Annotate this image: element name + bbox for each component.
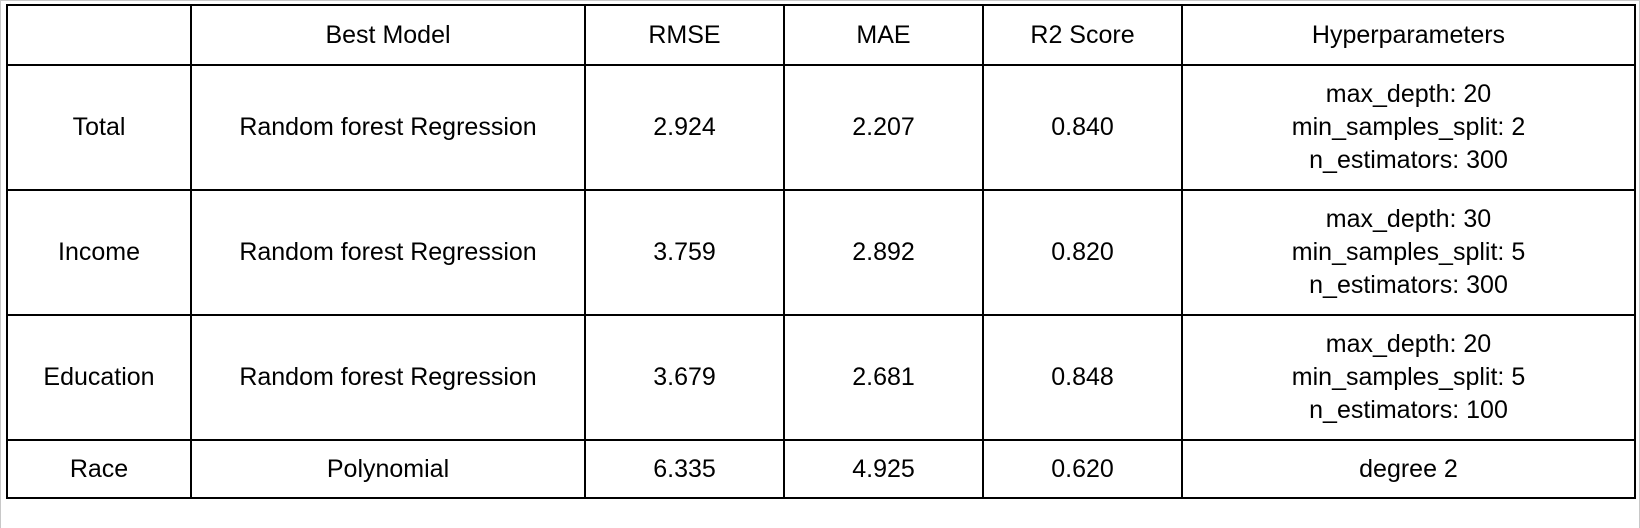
hyperparameter-line: min_samples_split: 5: [1291, 238, 1526, 266]
row-label: Income: [6, 189, 192, 316]
hyperparameters-cell: max_depth: 30 min_samples_split: 5 n_est…: [1181, 189, 1636, 316]
hyperparameter-line: n_estimators: 300: [1309, 146, 1508, 174]
mae-cell: 2.892: [783, 189, 984, 316]
hyperparameters-cell: max_depth: 20 min_samples_split: 5 n_est…: [1181, 314, 1636, 441]
table-row-income: Income Random forest Regression 3.759 2.…: [6, 189, 1636, 316]
hyperparameter-line: min_samples_split: 5: [1291, 363, 1526, 391]
header-cell-best-model: Best Model: [190, 4, 586, 66]
model-results-table: Best Model RMSE MAE R2 Score Hyperparame…: [6, 4, 1636, 499]
row-label: Race: [6, 439, 192, 499]
model-cell: Random forest Regression: [190, 314, 586, 441]
model-cell: Polynomial: [190, 439, 586, 499]
mae-cell: 4.925: [783, 439, 984, 499]
hyperparameter-line: max_depth: 20: [1325, 330, 1492, 358]
row-label: Total: [6, 64, 192, 191]
r2-cell: 0.620: [982, 439, 1183, 499]
mae-cell: 2.681: [783, 314, 984, 441]
table-row-race: Race Polynomial 6.335 4.925 0.620 degree…: [6, 439, 1636, 499]
model-cell: Random forest Regression: [190, 64, 586, 191]
hyperparameter-line: max_depth: 20: [1325, 80, 1492, 108]
header-cell-r2-score: R2 Score: [982, 4, 1183, 66]
rmse-cell: 2.924: [584, 64, 785, 191]
hyperparameters-cell: max_depth: 20 min_samples_split: 2 n_est…: [1181, 64, 1636, 191]
header-cell-hyperparameters: Hyperparameters: [1181, 4, 1636, 66]
table-row-education: Education Random forest Regression 3.679…: [6, 314, 1636, 441]
hyperparameters-cell: degree 2: [1181, 439, 1636, 499]
hyperparameter-line: n_estimators: 300: [1309, 271, 1508, 299]
header-cell-mae: MAE: [783, 4, 984, 66]
rmse-cell: 3.759: [584, 189, 785, 316]
r2-cell: 0.848: [982, 314, 1183, 441]
r2-cell: 0.840: [982, 64, 1183, 191]
header-cell-corner: [6, 4, 192, 66]
hyperparameter-line: max_depth: 30: [1325, 205, 1492, 233]
model-cell: Random forest Regression: [190, 189, 586, 316]
header-row: Best Model RMSE MAE R2 Score Hyperparame…: [6, 4, 1636, 66]
header-cell-rmse: RMSE: [584, 4, 785, 66]
table-row-total: Total Random forest Regression 2.924 2.2…: [6, 64, 1636, 191]
rmse-cell: 6.335: [584, 439, 785, 499]
hyperparameter-line: min_samples_split: 2: [1291, 113, 1526, 141]
r2-cell: 0.820: [982, 189, 1183, 316]
hyperparameter-line: n_estimators: 100: [1309, 396, 1508, 424]
row-label: Education: [6, 314, 192, 441]
mae-cell: 2.207: [783, 64, 984, 191]
hyperparameter-line: degree 2: [1359, 454, 1458, 483]
rmse-cell: 3.679: [584, 314, 785, 441]
